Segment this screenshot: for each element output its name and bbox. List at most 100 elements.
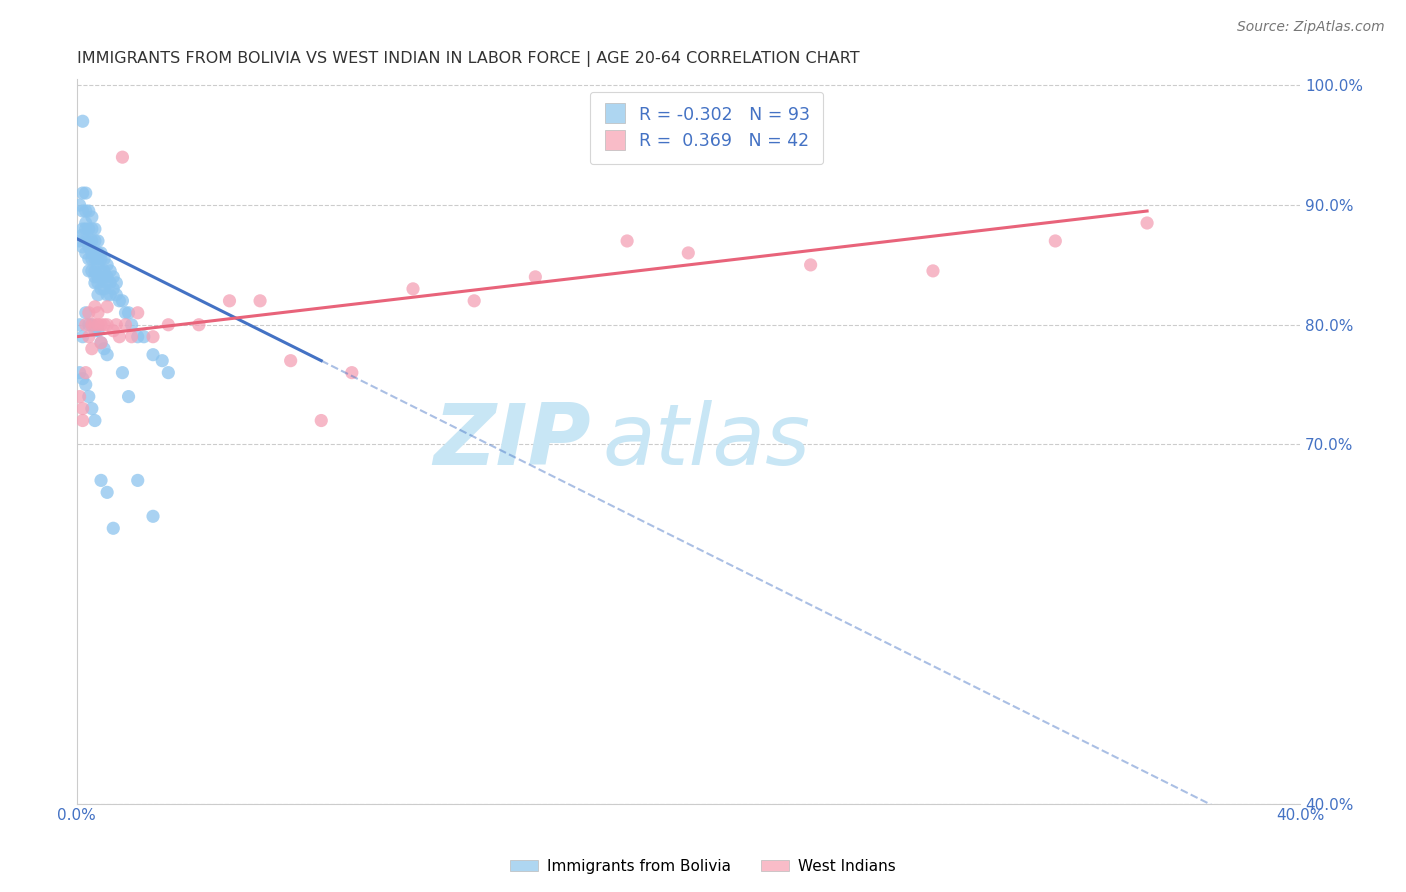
Point — [80, 246, 103, 260]
Point — [96, 318, 118, 332]
Point — [150, 353, 173, 368]
Point — [87, 258, 110, 272]
Point — [678, 246, 700, 260]
Point — [84, 413, 107, 427]
Point — [80, 318, 103, 332]
Point — [1045, 234, 1067, 248]
Point — [87, 234, 110, 248]
Point — [80, 342, 103, 356]
Point — [121, 330, 143, 344]
Point — [87, 269, 110, 284]
Point — [77, 318, 100, 332]
Point — [90, 264, 112, 278]
Point — [69, 234, 91, 248]
Point — [105, 276, 128, 290]
Point — [309, 413, 332, 427]
Point — [90, 252, 112, 266]
Point — [72, 114, 94, 128]
Point — [90, 335, 112, 350]
Point — [103, 282, 125, 296]
Point — [84, 246, 107, 260]
Point — [93, 252, 115, 266]
Point — [96, 485, 118, 500]
Point — [96, 258, 118, 272]
Point — [90, 269, 112, 284]
Point — [105, 288, 128, 302]
Point — [75, 318, 97, 332]
Point — [108, 293, 131, 308]
Point — [72, 371, 94, 385]
Point — [77, 222, 100, 236]
Point — [75, 204, 97, 219]
Point — [80, 252, 103, 266]
Point — [111, 293, 134, 308]
Point — [69, 198, 91, 212]
Point — [111, 150, 134, 164]
Point — [117, 306, 139, 320]
Point — [80, 401, 103, 416]
Point — [75, 222, 97, 236]
Point — [142, 348, 165, 362]
Point — [80, 264, 103, 278]
Point — [84, 222, 107, 236]
Point — [402, 282, 425, 296]
Point — [108, 330, 131, 344]
Point — [105, 318, 128, 332]
Text: IMMIGRANTS FROM BOLIVIA VS WEST INDIAN IN LABOR FORCE | AGE 20-64 CORRELATION CH: IMMIGRANTS FROM BOLIVIA VS WEST INDIAN I… — [76, 51, 859, 67]
Point — [72, 413, 94, 427]
Point — [75, 216, 97, 230]
Point — [69, 366, 91, 380]
Point — [93, 264, 115, 278]
Point — [132, 330, 155, 344]
Text: atlas: atlas — [603, 400, 811, 483]
Point — [98, 288, 121, 302]
Point — [127, 474, 149, 488]
Point — [922, 264, 945, 278]
Point — [98, 264, 121, 278]
Point — [111, 366, 134, 380]
Point — [800, 258, 823, 272]
Point — [90, 335, 112, 350]
Point — [72, 240, 94, 254]
Point — [93, 318, 115, 332]
Point — [84, 318, 107, 332]
Point — [1136, 216, 1159, 230]
Point — [84, 300, 107, 314]
Point — [87, 324, 110, 338]
Point — [96, 269, 118, 284]
Point — [103, 269, 125, 284]
Text: ZIP: ZIP — [433, 400, 591, 483]
Point — [463, 293, 485, 308]
Point — [77, 306, 100, 320]
Point — [77, 234, 100, 248]
Point — [77, 252, 100, 266]
Point — [77, 204, 100, 219]
Point — [96, 300, 118, 314]
Point — [96, 276, 118, 290]
Point — [84, 276, 107, 290]
Point — [93, 269, 115, 284]
Point — [84, 264, 107, 278]
Point — [96, 288, 118, 302]
Point — [157, 318, 180, 332]
Point — [117, 390, 139, 404]
Point — [75, 377, 97, 392]
Point — [280, 353, 302, 368]
Point — [218, 293, 240, 308]
Point — [87, 288, 110, 302]
Point — [616, 234, 638, 248]
Point — [87, 306, 110, 320]
Point — [121, 318, 143, 332]
Point — [69, 390, 91, 404]
Point — [84, 234, 107, 248]
Point — [84, 269, 107, 284]
Point — [90, 246, 112, 260]
Point — [72, 330, 94, 344]
Point — [80, 318, 103, 332]
Point — [75, 366, 97, 380]
Point — [80, 222, 103, 236]
Point — [524, 269, 547, 284]
Point — [69, 318, 91, 332]
Legend: Immigrants from Bolivia, West Indians: Immigrants from Bolivia, West Indians — [505, 853, 901, 880]
Point — [93, 282, 115, 296]
